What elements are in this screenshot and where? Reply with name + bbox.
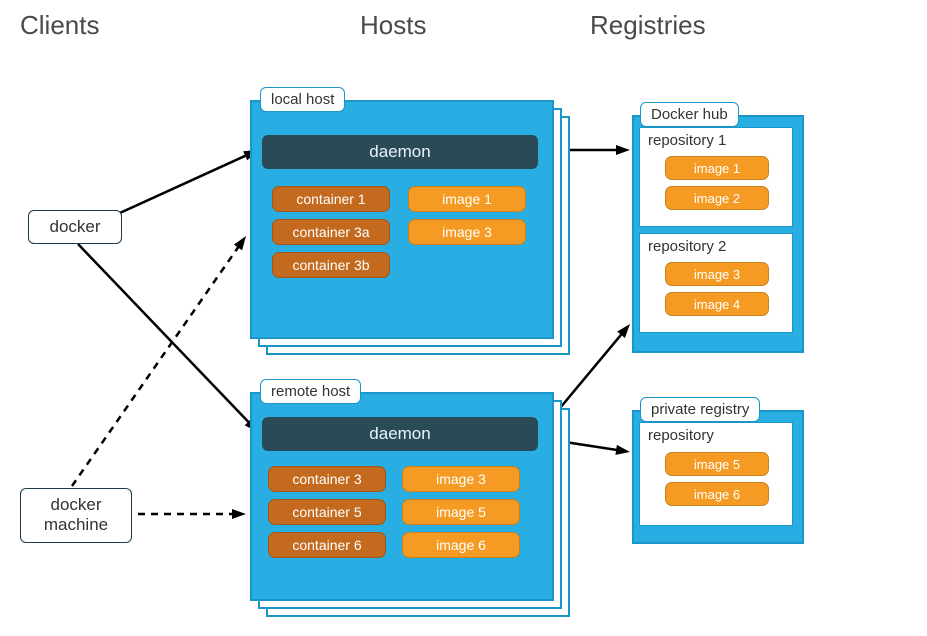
repo-label: repository 1 <box>648 132 726 149</box>
host-title-local-host: local host <box>260 87 345 112</box>
container-pill: container 3b <box>272 252 390 278</box>
repo-image-pill: image 3 <box>665 262 769 286</box>
container-pill: container 3 <box>268 466 386 492</box>
image-pill: image 3 <box>402 466 520 492</box>
host-title-remote-host: remote host <box>260 379 361 404</box>
repo-label: repository <box>648 427 714 444</box>
heading-hosts: Hosts <box>360 10 426 41</box>
container-pill: container 5 <box>268 499 386 525</box>
image-pill: image 3 <box>408 219 526 245</box>
arrow-machine-to-local <box>72 236 246 486</box>
repo-image-pill: image 2 <box>665 186 769 210</box>
repo-image-pill: image 6 <box>665 482 769 506</box>
repo-image-pill: image 1 <box>665 156 769 180</box>
image-pill: image 1 <box>408 186 526 212</box>
arrow-docker-to-local <box>100 150 258 222</box>
daemon-bar-local-host: daemon <box>262 135 538 169</box>
heading-registries: Registries <box>590 10 706 41</box>
image-pill: image 6 <box>402 532 520 558</box>
client-docker-machine: dockermachine <box>20 488 132 543</box>
image-pill: image 5 <box>402 499 520 525</box>
repo-image-pill: image 5 <box>665 452 769 476</box>
arrow-machine-to-remote <box>112 509 246 519</box>
client-docker: docker <box>28 210 122 244</box>
repo-label: repository 2 <box>648 238 726 255</box>
registry-title-private-registry: private registry <box>640 397 760 422</box>
repo-image-pill: image 4 <box>665 292 769 316</box>
container-pill: container 1 <box>272 186 390 212</box>
registry-title-docker-hub: Docker hub <box>640 102 739 127</box>
daemon-bar-remote-host: daemon <box>262 417 538 451</box>
arrow-docker-to-remote <box>78 244 258 432</box>
container-pill: container 6 <box>268 532 386 558</box>
heading-clients: Clients <box>20 10 99 41</box>
container-pill: container 3a <box>272 219 390 245</box>
